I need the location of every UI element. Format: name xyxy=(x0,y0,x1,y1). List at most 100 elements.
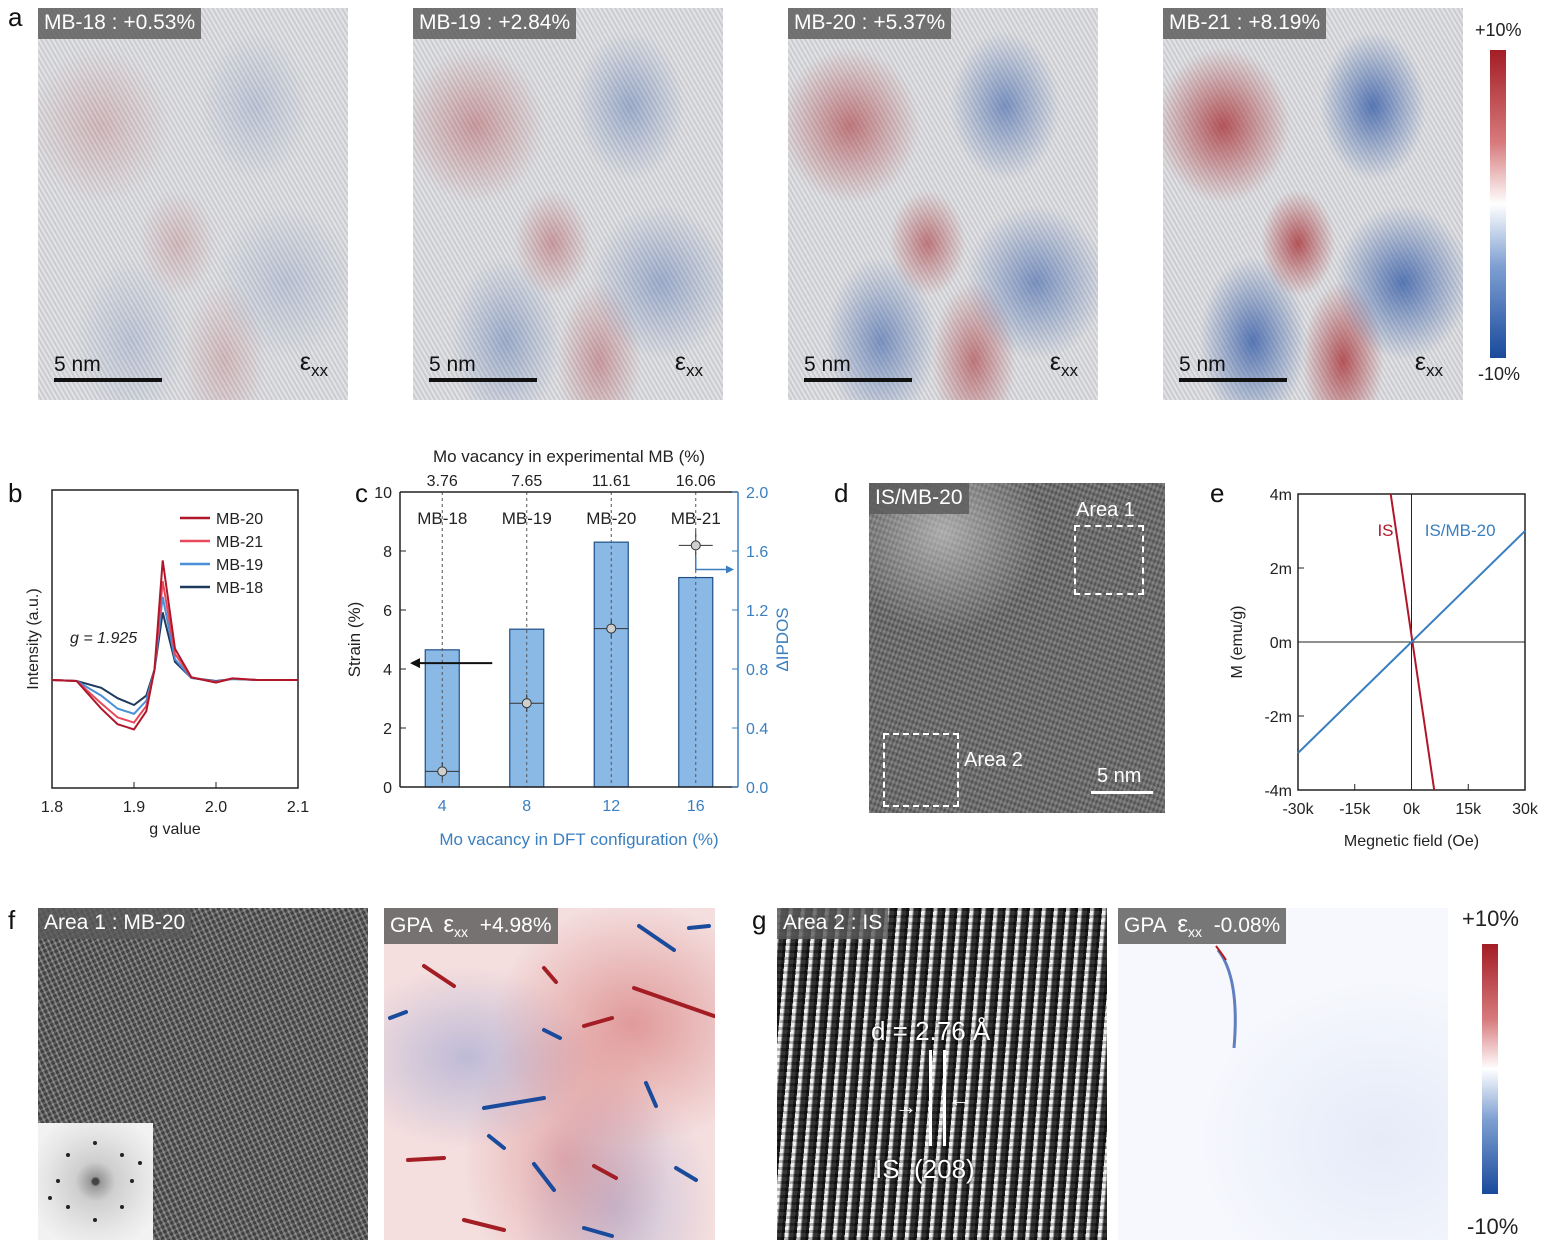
gpa-f-eps: ε xyxy=(443,911,455,938)
ytick-left-label-c-3: 6 xyxy=(383,603,392,620)
ytick-label-e-2: 0m xyxy=(1270,635,1292,652)
colorbar-a-max: +10% xyxy=(1475,20,1522,40)
xtick-label-e-3: 15k xyxy=(1455,801,1482,818)
colorbar-g-min: -10% xyxy=(1467,1214,1519,1239)
gpa-map-f: GPA εxx +4.98% xyxy=(384,908,715,1240)
xtick-label-e-4: 30k xyxy=(1512,801,1539,818)
panel-label-d: d xyxy=(834,478,849,508)
gpa-f-defect-3 xyxy=(542,966,558,984)
panel-label-c: c xyxy=(355,478,368,508)
d-spacing-label: d = 2.76 Å xyxy=(871,1016,991,1046)
xtick-label-c-3: 16 xyxy=(687,798,705,815)
scale-d-text: 5 nm xyxy=(1097,765,1142,787)
gpa-f-defect-6 xyxy=(422,964,456,988)
strain-map-a-2: MB-19 : +2.84% 5 nm εxx xyxy=(413,8,723,400)
top-tick-label-c-0: 3.76 xyxy=(427,473,458,490)
area1-box xyxy=(1074,525,1144,595)
scale-a-bar-2 xyxy=(429,378,537,382)
legend-label-b-0: MB-20 xyxy=(216,511,263,528)
colorbar-a-min: -10% xyxy=(1478,364,1521,384)
gpa-map-g: GPA εxx -0.08% xyxy=(1118,908,1448,1240)
point-c-1 xyxy=(521,698,532,709)
fft-spot-0 xyxy=(93,1141,97,1145)
tag-f-left: Area 1 : MB-20 xyxy=(38,908,192,939)
gpa-g-eps: ε xyxy=(1177,911,1189,938)
gpa-f-defect-13 xyxy=(462,1218,506,1232)
ytick-left-label-c-2: 4 xyxy=(383,662,392,679)
scale-d-bar xyxy=(1091,791,1153,794)
legend-e-0: IS xyxy=(1377,521,1393,540)
fft-spot-8 xyxy=(48,1196,52,1200)
fft-inset xyxy=(38,1123,153,1240)
panel-label-f: f xyxy=(8,905,16,935)
ylabel-b: Intensity (a.u.) xyxy=(25,588,42,689)
top-tick-label-c-3: 16.06 xyxy=(676,473,716,490)
xlabel-c: Mo vacancy in DFT configuration (%) xyxy=(439,830,718,849)
tag-a-1: MB-18 : +0.53% xyxy=(38,8,202,39)
gpa-f-defect-10 xyxy=(592,1164,618,1180)
ylabel-e: M (emu/g) xyxy=(1229,606,1246,679)
scale-a-bar-4 xyxy=(1179,378,1287,382)
gpa-g-value: -0.08% xyxy=(1213,914,1281,937)
xtick-label-c-2: 12 xyxy=(602,798,620,815)
area2-box xyxy=(883,733,959,807)
plane-line-2 xyxy=(943,1050,946,1146)
eps-a-symbol-1: ε xyxy=(299,348,311,376)
ytick-right-label-c-0: 0.0 xyxy=(746,780,768,797)
eps-a-symbol-4: ε xyxy=(1414,348,1426,376)
fft-spot-1 xyxy=(93,1218,97,1222)
eps-a-sub-3: xx xyxy=(1061,361,1078,380)
eps-a-4: εxx xyxy=(1415,348,1443,381)
xtick-label-e-0: -30k xyxy=(1282,801,1314,818)
scale-a-text-2: 5 nm xyxy=(429,353,476,376)
scale-a-bar-1 xyxy=(54,378,162,382)
top-axis-title-c: Mo vacancy in experimental MB (%) xyxy=(433,447,705,466)
panel-label-g: g xyxy=(752,905,767,935)
scale-a-text-4: 5 nm xyxy=(1179,353,1226,376)
series-b-MB-20 xyxy=(51,560,298,731)
scale-a-text-1: 5 nm xyxy=(54,353,101,376)
ytick-label-e-3: -2m xyxy=(1264,709,1292,726)
gpa-f-defect-2 xyxy=(388,1010,408,1020)
fft-spot-4 xyxy=(66,1153,70,1157)
eps-a-1: εxx xyxy=(300,348,328,381)
ylabel-right-c: ΔIPDOS xyxy=(773,607,792,671)
ytick-left-label-c-0: 0 xyxy=(383,780,392,797)
ytick-label-e-1: 2m xyxy=(1270,561,1292,578)
arrow-right-c xyxy=(695,557,728,571)
scale-a-bar-3 xyxy=(804,378,912,382)
legend-label-b-2: MB-19 xyxy=(216,557,263,574)
legend-label-b-1: MB-21 xyxy=(216,534,263,551)
tag-a-3: MB-20 : +5.37% xyxy=(788,8,952,39)
gpa-f-value: +4.98% xyxy=(479,914,552,937)
gpa-g-eps-sub: xx xyxy=(1188,924,1203,941)
xlabel-b: g value xyxy=(149,821,201,838)
sample-label-c-2: MB-20 xyxy=(586,509,636,528)
gpa-f-defect-14 xyxy=(582,1226,614,1238)
ytick-label-e-0: 4m xyxy=(1270,487,1292,504)
fft-spot-5 xyxy=(120,1205,124,1209)
panel-label-e: e xyxy=(1210,478,1225,508)
gpa-f-defect-8 xyxy=(406,1156,446,1162)
sample-label-c-1: MB-19 xyxy=(502,509,552,528)
arrow-right-c-head xyxy=(726,565,734,574)
ytick-right-label-c-4: 1.6 xyxy=(746,544,768,561)
legend-e-1: IS/MB-20 xyxy=(1425,521,1496,540)
eps-a-symbol-2: ε xyxy=(674,348,686,376)
eps-a-sub-2: xx xyxy=(686,361,703,380)
fft-spot-6 xyxy=(120,1153,124,1157)
chart-e: 4m 2m 0m -2m -4m-30k -15k 0k 15k 30k Megnetic fie… xyxy=(1229,487,1539,850)
tag-a-4: MB-21 : +8.19% xyxy=(1163,8,1327,39)
ylabel-left-c: Strain (%) xyxy=(345,602,364,678)
gpa-f-defect-12 xyxy=(644,1081,658,1108)
point-c-2 xyxy=(606,623,617,634)
xtick-label-e-2: 0k xyxy=(1403,801,1421,818)
arrow-left: → xyxy=(895,1094,917,1119)
plane-line-1 xyxy=(929,1050,932,1146)
sample-label-c-0: MB-18 xyxy=(417,509,467,528)
gpa-f-defect-7 xyxy=(482,1096,546,1110)
eps-a-symbol-3: ε xyxy=(1049,348,1061,376)
point-c-3 xyxy=(690,540,701,551)
gpa-f-defect-0 xyxy=(637,924,676,952)
colorbar-a xyxy=(1490,50,1506,358)
